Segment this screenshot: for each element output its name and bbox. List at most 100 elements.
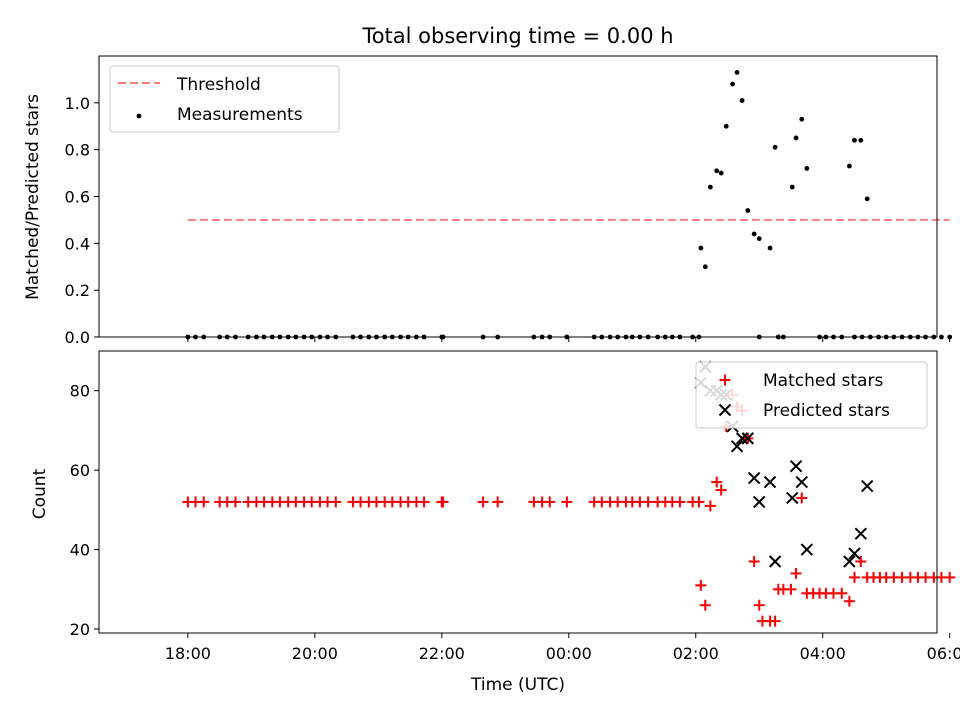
- matched-star-point: [693, 496, 705, 508]
- legend-measurements-swatch: [136, 113, 142, 119]
- measurement-point: [702, 264, 708, 270]
- measurement-point: [698, 245, 704, 251]
- y-tick-label: 0.4: [65, 234, 90, 253]
- predicted-star-point: [789, 459, 803, 473]
- measurement-point: [789, 184, 795, 190]
- predicted-star-point: [768, 555, 782, 568]
- top-ylabel: Matched/Predicted stars: [23, 94, 43, 300]
- matched-star-point: [229, 496, 241, 508]
- measurement-point: [947, 334, 953, 340]
- measurement-point: [734, 69, 740, 75]
- y-tick-label: 0.8: [65, 141, 90, 160]
- matched-star-point: [437, 496, 449, 508]
- matched-star-point: [796, 492, 808, 504]
- legend-predicted-label: Predicted stars: [763, 401, 890, 421]
- x-tick-label: 20:00: [292, 644, 338, 663]
- top-plot-frame: [98, 55, 938, 338]
- predicted-star-point: [800, 543, 814, 556]
- legend-matched-label: Matched stars: [763, 371, 883, 391]
- matched-star-point: [695, 579, 707, 591]
- matched-star-point: [330, 496, 342, 508]
- matched-star-point: [715, 484, 727, 496]
- predicted-star-point: [741, 432, 755, 445]
- y-tick-label: 0.0: [65, 328, 90, 347]
- matched-star-point: [561, 496, 573, 508]
- matched-star-point: [674, 496, 686, 508]
- measurement-point: [799, 116, 805, 122]
- matched-star-point: [753, 599, 765, 611]
- matched-star-point: [711, 476, 723, 488]
- matched-star-point: [855, 556, 867, 568]
- y-tick-label: 0.6: [65, 188, 90, 207]
- matched-star-point: [843, 595, 855, 607]
- predicted-star-point: [730, 440, 744, 453]
- figure-title: Total observing time = 0.00 h: [361, 24, 673, 48]
- measurement-point: [714, 168, 720, 174]
- matched-star-point: [704, 500, 716, 512]
- y-tick-label: 80: [70, 382, 90, 401]
- measurement-point: [730, 81, 735, 87]
- legend-threshold-label: Threshold: [176, 75, 261, 95]
- measurement-point: [772, 144, 778, 150]
- x-tick-label: 18:00: [165, 644, 211, 663]
- matched-star-point: [836, 587, 848, 599]
- top-legend: Threshold Measurements: [109, 65, 340, 133]
- matched-star-point: [944, 571, 956, 583]
- legend-box: [695, 361, 928, 429]
- measurement-point: [756, 236, 762, 242]
- matched-star-point: [848, 571, 860, 583]
- x-tick-label: 00:00: [546, 644, 592, 663]
- x-tick-label: 04:00: [800, 644, 846, 663]
- x-tick-label: 06:00: [927, 644, 960, 663]
- measurement-point: [793, 135, 799, 141]
- matched-star-point: [642, 496, 654, 508]
- measurement-point: [804, 166, 810, 171]
- measurement-point: [939, 334, 944, 340]
- matched-star-point: [748, 556, 760, 568]
- legend-box: [109, 65, 340, 133]
- predicted-star-point: [843, 555, 856, 568]
- measurement-point: [852, 137, 857, 143]
- y-tick-label: 0.2: [65, 281, 90, 300]
- matched-star-point: [544, 496, 556, 508]
- matched-star-point: [477, 496, 489, 508]
- matched-star-point: [418, 496, 430, 508]
- legend-measurements-label: Measurements: [177, 105, 303, 125]
- y-tick-label: 60: [70, 461, 90, 480]
- matched-star-point: [699, 599, 711, 611]
- matched-star-point: [769, 615, 781, 627]
- measurement-point: [767, 245, 773, 251]
- predicted-star-point: [763, 475, 777, 489]
- bottom-ylabel: Count: [30, 468, 50, 519]
- measurement-point: [846, 163, 852, 169]
- predicted-star-point: [795, 475, 808, 489]
- measurement-point: [723, 123, 729, 129]
- measurement-point: [864, 196, 870, 202]
- measurement-point: [718, 170, 724, 176]
- measurement-point: [745, 208, 751, 213]
- x-tick-label: 02:00: [673, 644, 719, 663]
- matched-star-point: [198, 496, 210, 508]
- top-panel: 0.0 0.2 0.4 0.6 0.8 1.0 Threshold Measurements: [65, 55, 953, 347]
- y-tick-label: 20: [70, 620, 90, 639]
- y-tick-label: 40: [70, 541, 90, 560]
- predicted-star-point: [854, 527, 868, 540]
- measurement-point: [858, 137, 864, 143]
- matched-star-point: [785, 583, 797, 595]
- measurement-point: [707, 184, 713, 190]
- predicted-star-point: [747, 471, 761, 485]
- y-tick-label: 1.0: [65, 94, 90, 113]
- bottom-panel: 18:00 20:00 22:00 00:00 02:00 04:00 06:00 20 40 6…: [70, 350, 960, 663]
- x-axis-label: Time (UTC): [470, 675, 565, 695]
- predicted-star-point: [753, 495, 766, 509]
- predicted-star-point: [848, 547, 861, 560]
- measurement-point: [751, 231, 757, 237]
- matched-star-point: [492, 496, 504, 508]
- predicted-star-point: [786, 491, 799, 505]
- predicted-star-point: [718, 403, 732, 417]
- predicted-star-point: [735, 432, 749, 445]
- bottom-plot-frame: [98, 350, 938, 634]
- predicted-star-point: [860, 479, 874, 493]
